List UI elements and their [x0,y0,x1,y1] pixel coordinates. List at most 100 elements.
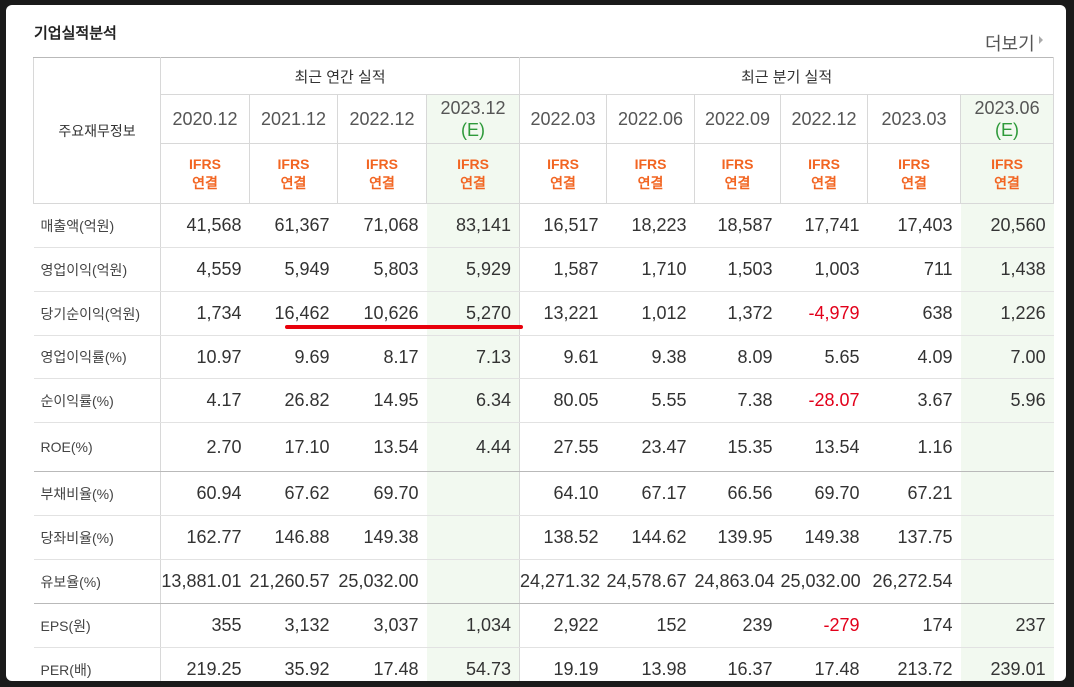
row-label: 영업이익률(%) [33,335,161,379]
basis: IFRS [808,155,840,172]
period-header: 2022.12 [337,94,427,144]
data-row: PER(배) 219.25 35.92 17.48 54.73 19.19 13.98 16.… [33,647,1054,681]
red-underline [285,325,523,329]
cell: 355 [160,603,250,648]
basis-header: IFRS 연결 [425,143,521,204]
basis-header: IFRS 연결 [337,143,427,204]
cell: -279 [780,603,868,648]
row-label: 당기순이익(억원) [33,291,161,336]
data-row: ROE(%) 2.70 17.10 13.54 4.44 27.55 23.47 15.35 1… [33,422,1054,472]
cell: 213.72 [867,647,961,681]
cell: 35.92 [249,647,338,681]
cell: 21,260.57 [249,559,338,604]
cell [960,559,1054,604]
basis: IFRS [991,155,1023,172]
data-row: 부채비율(%) 60.94 67.62 69.70 64.10 67.17 66.56 69.… [33,471,1054,516]
cell: 8.09 [694,335,781,379]
period: 2022.09 [704,109,771,129]
row-label: 부채비율(%) [33,471,161,516]
basis-header: IFRS 연결 [867,143,962,204]
basis-header: IFRS 연결 [780,143,869,204]
cell: 152 [606,603,695,648]
cell: 1,003 [780,247,868,292]
header-row: 주요재무정보 최근 연간 실적 최근 분기 실적 [33,57,1055,204]
cell: 5.96 [960,378,1054,423]
cell: 24,578.67 [606,559,695,604]
cell [426,471,521,516]
consolidation: 연결 [369,174,395,191]
period-header: 2023.03 [867,94,962,144]
cell: 5.55 [606,378,695,423]
cell: 17.10 [249,422,338,472]
basis: IFRS [277,155,310,172]
financial-table: 주요재무정보 최근 연간 실적 최근 분기 실적 2020.12 2021.12 2022… [33,57,1055,681]
cell: 139.95 [694,515,781,560]
cell: 144.62 [606,515,695,560]
cell: 69.70 [780,471,868,516]
period-header: 2022.09 [694,94,782,144]
data-row: 영업이익률(%) 10.97 9.69 8.17 7.13 9.61 9.38 8.09 5.6… [33,335,1054,379]
cell: 23.47 [606,422,695,472]
basis-header: IFRS 연결 [249,143,338,204]
consolidation: 연결 [637,174,664,191]
cell: 19.19 [519,647,607,681]
consolidation: 연결 [811,174,837,191]
cell: 61,367 [249,203,338,248]
cell: 13.54 [337,422,427,472]
basis: IFRS [898,155,930,172]
cell [426,559,521,604]
estimate-note: (E) [461,120,485,140]
period: 2021.12 [260,109,327,129]
cell: 13.54 [780,422,868,472]
cell: 64.10 [519,471,607,516]
cell: 17,403 [867,203,961,248]
cell: 5,949 [249,247,338,292]
more-link[interactable]: 더보기 [985,30,1043,56]
basis-header: IFRS 연결 [960,143,1055,204]
consolidation: 연결 [192,174,218,191]
consolidation: 연결 [280,174,307,191]
period-header: 2023.06 (E) [960,94,1055,144]
cell: 26,272.54 [867,559,961,604]
cell: 17,741 [780,203,868,248]
period: 2023.12 [440,98,506,118]
row-label: 영업이익(억원) [33,247,161,292]
cell: 1,734 [160,291,250,336]
cell: 24,271.32 [519,559,607,604]
cell: 13.98 [606,647,695,681]
cell: 138.52 [519,515,607,560]
cell: 69.70 [337,471,427,516]
cell: 219.25 [160,647,250,681]
period: 2023.06 [974,98,1040,118]
row-label: 순이익률(%) [33,378,161,423]
basis: IFRS [721,155,754,172]
cell: 83,141 [426,203,521,248]
cell [960,422,1054,472]
cell: 9.61 [519,335,607,379]
basis: IFRS [457,155,489,172]
cell: 71,068 [337,203,427,248]
cell: 67.62 [249,471,338,516]
cell: 5,803 [337,247,427,292]
cell: 13,881.01 [160,559,250,604]
period: 2022.06 [617,109,684,129]
header-label: 주요재무정보 [33,57,161,204]
consolidation: 연결 [994,174,1020,191]
consolidation: 연결 [550,174,576,191]
cell: 1,710 [606,247,695,292]
data-row: 당기순이익(억원) 1,734 16,462 10,626 5,270 13,221 1,0… [33,291,1054,336]
basis-header: IFRS 연결 [519,143,608,204]
cell: 174 [867,603,961,648]
cell: 3,132 [249,603,338,648]
cell: 16,517 [519,203,607,248]
data-row: 영업이익(억원) 4,559 5,949 5,803 5,929 1,587 1,710 1,… [33,247,1054,292]
cell: 67.21 [867,471,961,516]
cell: -28.07 [780,378,868,423]
cell: 146.88 [249,515,338,560]
cell: 41,568 [160,203,250,248]
cell [426,515,521,560]
consolidation: 연결 [901,174,927,191]
cell: 2,922 [519,603,607,648]
cell: 711 [867,247,961,292]
cell: 162.77 [160,515,250,560]
